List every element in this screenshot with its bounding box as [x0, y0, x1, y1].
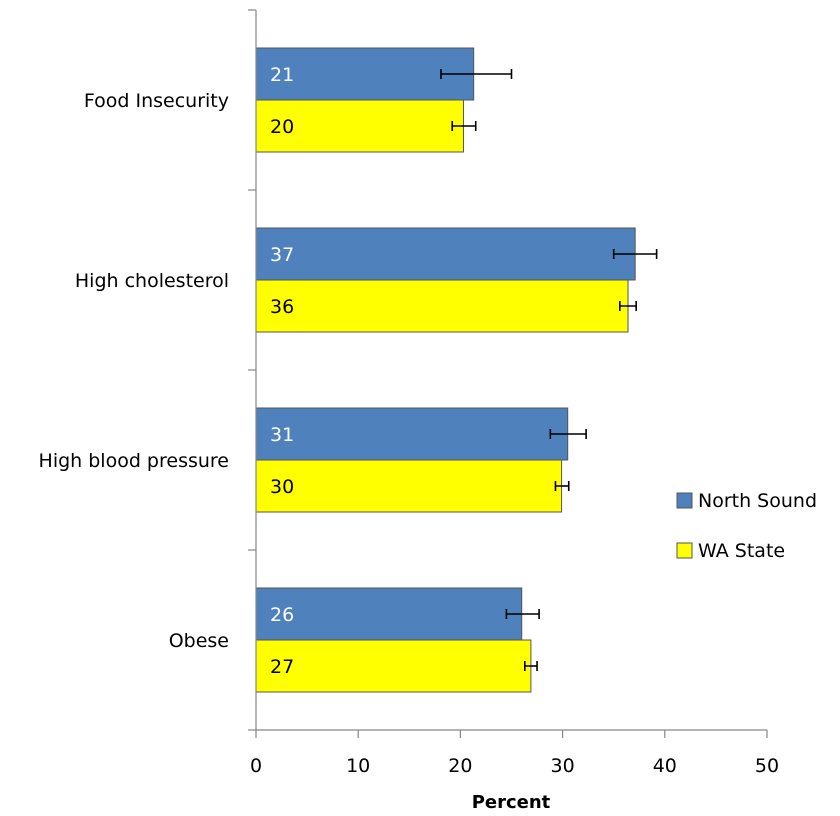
- data-label: 30: [270, 476, 294, 498]
- x-tick-label: 30: [551, 755, 575, 777]
- legend-label: North Sound: [698, 490, 817, 512]
- data-label: 27: [270, 656, 294, 678]
- category-label: High blood pressure: [39, 450, 229, 472]
- x-tick-label: 10: [346, 755, 370, 777]
- legend: North Sound WA State: [676, 490, 817, 562]
- legend-label: WA State: [698, 540, 785, 562]
- legend-swatch: [676, 492, 693, 509]
- bar: [255, 227, 636, 281]
- bar: [255, 587, 523, 641]
- x-tick-label: 40: [653, 755, 677, 777]
- bar: [255, 279, 629, 333]
- category-label: Obese: [169, 630, 229, 652]
- data-label: 26: [270, 604, 294, 626]
- bar: [255, 639, 532, 693]
- data-label: 37: [270, 244, 294, 266]
- data-label: 36: [270, 296, 294, 318]
- x-tick-label: 20: [448, 755, 472, 777]
- x-axis-label: Percent: [472, 792, 551, 813]
- legend-swatch: [676, 542, 693, 559]
- data-label: 20: [270, 116, 294, 138]
- bar: [255, 407, 569, 461]
- x-tick-label: 50: [755, 755, 779, 777]
- category-label: Food Insecurity: [84, 90, 229, 112]
- bar: [255, 99, 464, 153]
- axes: 0 10 20 30 40 50: [248, 9, 779, 777]
- data-label: 31: [270, 424, 294, 446]
- data-label: 21: [270, 64, 294, 86]
- x-tick-label: 0: [250, 755, 262, 777]
- bar: [255, 459, 563, 513]
- bar: [255, 47, 475, 101]
- category-label: High cholesterol: [75, 270, 229, 292]
- plot-area: Food Insecurity 21 20 High cholesterol 37 36 H…: [39, 47, 658, 693]
